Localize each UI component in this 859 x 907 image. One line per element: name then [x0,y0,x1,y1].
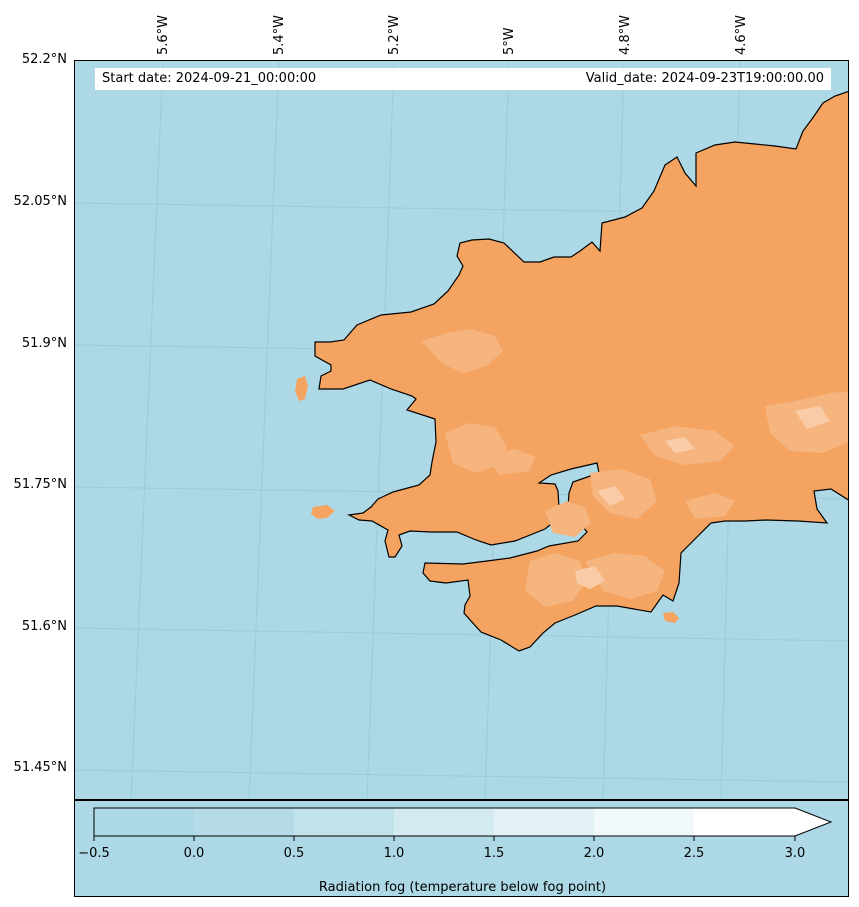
lat-label-51-75: 51.75°N [13,477,67,492]
lon-label-5-2: 5.2°W [387,14,402,55]
colorbar-segment [94,808,194,836]
lon-label-4-6: 4.6°W [734,14,749,55]
colorbar-segment [194,808,294,836]
colorbar-tick-label: 1.5 [483,846,505,861]
colorbar-tick-label: 3.0 [784,846,806,861]
colorbar-segments [94,808,831,836]
colorbar-outline [93,807,833,837]
fog-light-regions [421,329,848,607]
colorbar-segment [494,808,594,836]
colorbar-segment [294,808,394,836]
map-panel: Start date: 2024-09-21_00:00:00 Valid_da… [74,60,849,800]
colorbar-segment [394,808,494,836]
colorbar-tick-label: 2.0 [583,846,605,861]
colorbar-segment [594,808,694,836]
colorbar-panel: −0.5 0.0 0.5 1.0 1.5 2.0 2.5 3.0 Radiati… [74,800,849,897]
island-caldey [663,612,679,623]
lat-label-51-9: 51.9°N [21,336,67,351]
colorbar-tick-label: −0.5 [78,846,110,861]
lon-label-5-6: 5.6°W [156,14,171,55]
lat-label-51-6: 51.6°N [21,619,67,634]
island-ramsey [295,376,308,401]
colorbar [93,807,833,841]
lat-label-52-05: 52.05°N [13,194,67,209]
valid-date-text: Valid_date: 2024-09-23T19:00:00.00 [585,71,824,86]
colorbar-label: Radiation fog (temperature below fog poi… [318,880,607,895]
start-date-text: Start date: 2024-09-21_00:00:00 [102,71,317,86]
colorbar-tick-label: 0.0 [183,846,205,861]
lon-label-5-4: 5.4°W [272,14,287,55]
island-skomer [311,505,335,519]
map-canvas [75,61,848,799]
colorbar-tick-label: 2.5 [683,846,705,861]
fog-lighter-regions [575,406,830,589]
info-box: Start date: 2024-09-21_00:00:00 Valid_da… [95,68,831,90]
colorbar-segment [694,808,831,836]
colorbar-tick-marks [93,836,796,841]
colorbar-tick-label: 1.0 [383,846,405,861]
lon-label-4-8: 4.8°W [618,14,633,55]
lat-label-51-45: 51.45°N [13,760,67,775]
colorbar-tick-label: 0.5 [283,846,305,861]
lon-label-5: 5°W [502,27,517,55]
lat-label-52-2: 52.2°N [21,52,67,67]
